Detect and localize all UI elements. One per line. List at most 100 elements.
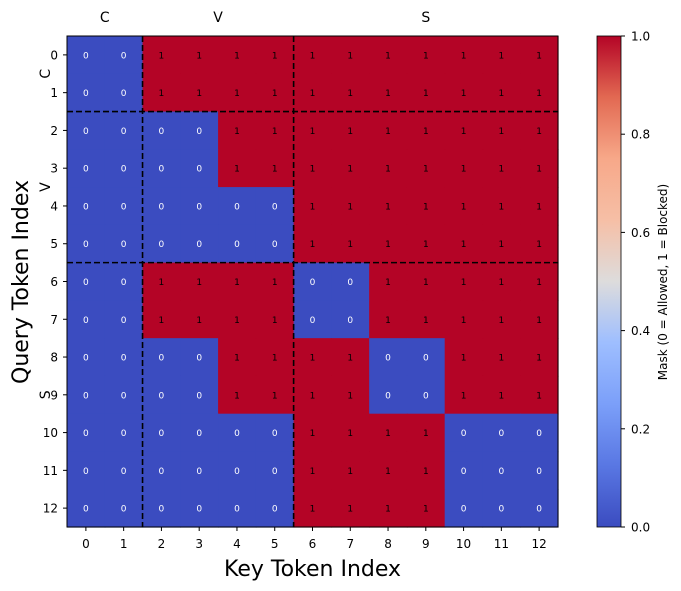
cell-value-label: 0 <box>121 165 127 175</box>
heatmap-cell <box>482 73 521 113</box>
heatmap-cell <box>482 187 521 226</box>
cell-value-label: 1 <box>498 391 504 401</box>
cell-value-label: 0 <box>83 165 89 175</box>
heatmap-cell <box>520 262 559 301</box>
cell-value-label: 1 <box>310 202 316 212</box>
heatmap-cell <box>482 489 521 528</box>
cell-value-label: 0 <box>121 505 127 515</box>
cell-value-label: 0 <box>196 240 202 250</box>
cell-value-label: 1 <box>461 165 467 175</box>
cell-value-label: 1 <box>234 278 240 288</box>
heatmap-cell <box>482 262 521 301</box>
cell-value-label: 0 <box>121 202 127 212</box>
heatmap-cell <box>444 224 484 264</box>
cell-value-label: 1 <box>310 467 316 477</box>
heatmap-cell <box>520 36 559 75</box>
heatmap-cell <box>255 224 295 264</box>
heatmap-cell <box>218 262 257 301</box>
cell-value-label: 1 <box>310 127 316 137</box>
cell-value-label: 1 <box>461 354 467 364</box>
colorbar <box>596 35 622 528</box>
heatmap-cell <box>444 338 484 377</box>
heatmap-cell <box>180 149 219 188</box>
heatmap-cell <box>520 187 559 226</box>
cell-value-label: 0 <box>423 354 429 364</box>
cell-value-label: 1 <box>385 505 391 515</box>
heatmap-cell <box>218 187 257 226</box>
heatmap-cell <box>369 451 408 490</box>
cell-value-label: 0 <box>83 51 89 61</box>
heatmap-cell <box>444 111 484 150</box>
heatmap-cell <box>520 111 559 150</box>
cell-value-label: 0 <box>461 429 467 439</box>
cell-value-label: 0 <box>196 505 202 515</box>
heatmap-cell <box>180 451 219 490</box>
cell-value-label: 1 <box>498 202 504 212</box>
heatmap-cell <box>293 262 332 301</box>
heatmap-cell <box>218 73 257 113</box>
heatmap-cell <box>67 451 106 490</box>
heatmap-cell <box>255 187 295 226</box>
heatmap-cell <box>293 489 332 528</box>
heatmap-cell <box>180 36 219 75</box>
heatmap-cell <box>104 187 144 226</box>
heatmap-cell <box>180 187 219 226</box>
heatmap-cell <box>482 451 521 490</box>
heatmap-cell <box>104 451 144 490</box>
heatmap-cells <box>67 36 559 528</box>
heatmap-cell <box>255 338 295 377</box>
cell-value-label: 1 <box>536 127 542 137</box>
colorbar-tick-label: 1.0 <box>631 30 650 44</box>
cell-value-label: 1 <box>461 316 467 326</box>
y-tick-label: 11 <box>43 464 58 478</box>
heatmap-cell <box>142 111 181 150</box>
cell-value-labels: 0 0 1 1 1 1 1 1 1 1 1 1 1 0 0 1 1 1 1 1 1 1 1 1 1 1 0 0 0 0 1 1 1 1 1 1 1 1 1 0… <box>83 51 542 514</box>
cell-value-label: 1 <box>385 467 391 477</box>
cell-value-label: 0 <box>121 316 127 326</box>
cell-value-label: 1 <box>461 240 467 250</box>
heatmap-cell <box>520 489 559 528</box>
cell-value-label: 0 <box>159 505 165 515</box>
cell-value-label: 1 <box>310 429 316 439</box>
heatmap-cell <box>218 36 257 75</box>
cell-value-label: 0 <box>121 429 127 439</box>
cell-value-label: 1 <box>159 51 165 61</box>
heatmap-cell <box>67 375 106 415</box>
heatmap-cell <box>67 73 106 113</box>
cell-value-label: 0 <box>536 429 542 439</box>
cell-value-label: 1 <box>423 51 429 61</box>
heatmap-cell <box>482 224 521 264</box>
heatmap-cell <box>369 300 408 339</box>
x-tick-label: 11 <box>494 537 509 551</box>
cell-value-label: 1 <box>310 51 316 61</box>
heatmap-cell <box>218 489 257 528</box>
cell-value-label: 1 <box>234 316 240 326</box>
y-tick-label: 12 <box>43 502 58 516</box>
heatmap-cell <box>218 413 257 453</box>
heatmap-cell <box>293 73 332 113</box>
cell-value-label: 1 <box>461 278 467 288</box>
cell-value-label: 1 <box>385 278 391 288</box>
heatmap-cell <box>218 111 257 150</box>
y-tick-label: 4 <box>50 199 58 213</box>
x-tick-label: 2 <box>158 537 166 551</box>
cell-value-label: 0 <box>272 429 278 439</box>
cell-value-label: 1 <box>498 51 504 61</box>
cell-value-label: 1 <box>385 165 391 175</box>
heatmap-cell <box>406 338 446 377</box>
cell-value-label: 0 <box>385 391 391 401</box>
cell-value-label: 0 <box>159 429 165 439</box>
heatmap-cell <box>406 111 446 150</box>
heatmap-cell <box>142 489 181 528</box>
cell-value-label: 0 <box>83 202 89 212</box>
colorbar-tick-label: 0.4 <box>631 324 650 338</box>
cell-value-label: 0 <box>234 202 240 212</box>
cell-value-label: 1 <box>272 89 278 99</box>
cell-value-label: 1 <box>159 278 165 288</box>
cell-value-label: 1 <box>461 89 467 99</box>
cell-value-label: 1 <box>272 127 278 137</box>
cell-value-label: 0 <box>536 467 542 477</box>
heatmap-cell <box>369 262 408 301</box>
cell-value-label: 1 <box>423 278 429 288</box>
cell-value-label: 1 <box>196 89 202 99</box>
